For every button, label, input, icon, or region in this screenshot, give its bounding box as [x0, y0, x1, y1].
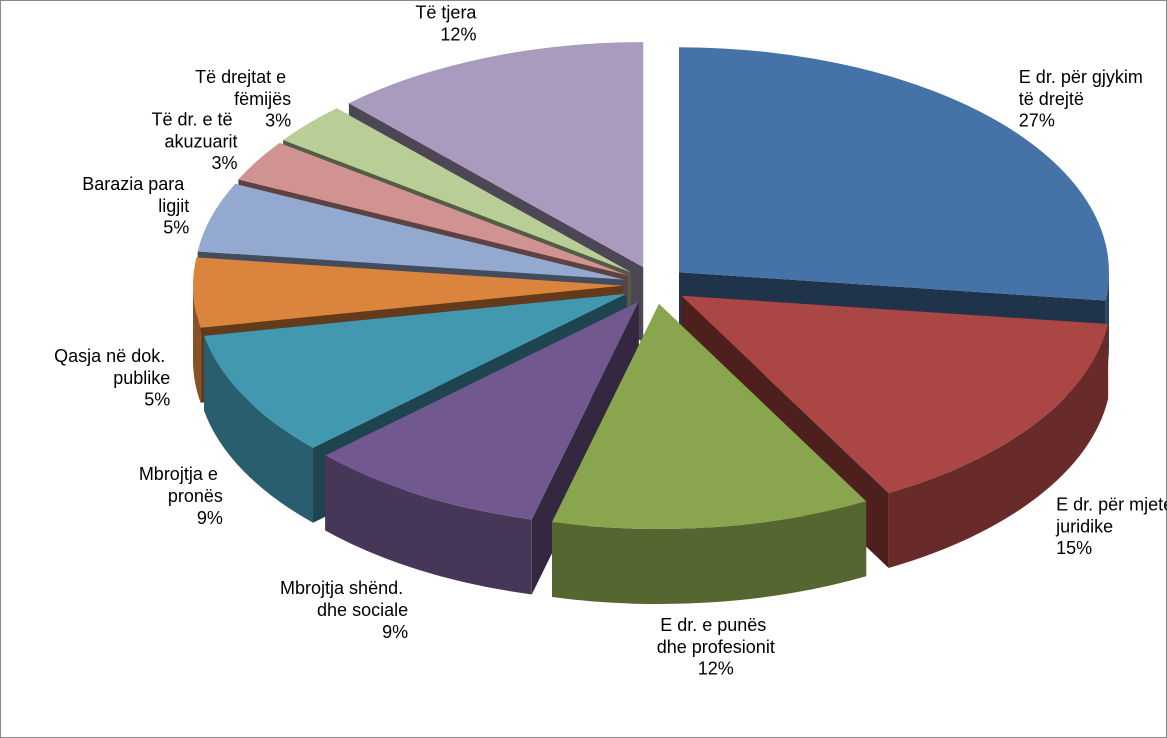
label-line: Barazia para: [82, 174, 189, 194]
slice-top: [204, 293, 627, 448]
slice-label: E dr. për gjykim të drejtë: [1019, 67, 1148, 109]
label-line: dhe sociale: [317, 600, 408, 620]
slice: [552, 304, 867, 605]
slice-label: Qasja në dok. publike: [54, 346, 170, 388]
slice-label: E dr. e punës dhe profesionit: [657, 615, 775, 657]
slice-top: [238, 142, 628, 276]
label-line: E dr. për gjykim: [1019, 67, 1148, 87]
label-line: Mbrojtja e: [139, 464, 223, 484]
slice-side: [204, 335, 314, 523]
slice-top: [348, 42, 644, 268]
value-label: 27%: [1019, 111, 1055, 131]
label-line: Qasja në dok.: [54, 346, 170, 366]
value-label: 5%: [163, 218, 189, 238]
label-line: Mbrojtja shënd.: [280, 578, 408, 598]
slice-side: [193, 285, 201, 403]
slice-label: Të drejtat e fëmijës: [195, 67, 291, 109]
label-line: juridike: [1055, 516, 1113, 536]
slice-label: E dr. për mjete juridike: [1055, 494, 1167, 536]
value-label: 5%: [144, 390, 170, 410]
slice-label: Të dr. e të akuzuarit: [151, 109, 237, 151]
slice-label: Të tjera: [415, 2, 477, 22]
label-line: pronës: [168, 486, 223, 506]
slice-label: Mbrojtja shënd. dhe sociale: [280, 578, 408, 620]
slice-top: [197, 183, 625, 280]
label-line: fëmijës: [234, 89, 291, 109]
slice-top: [325, 301, 639, 520]
label-line: publike: [113, 368, 170, 388]
slice-side: [325, 455, 532, 595]
value-label: 12%: [698, 659, 734, 679]
slice-top: [193, 257, 624, 328]
label-line: akuzuarit: [164, 131, 237, 151]
label-line: Të dr. e të: [151, 109, 237, 129]
label-line: E dr. për mjete: [1056, 494, 1167, 514]
label-line: ligjit: [158, 196, 189, 216]
label-line: E dr. e punës: [660, 615, 771, 635]
slice-top: [283, 108, 631, 273]
slice-side: [888, 323, 1109, 568]
slice-top: [552, 304, 867, 530]
label-line: të drejtë: [1019, 89, 1084, 109]
value-label: 12%: [440, 24, 476, 44]
value-label: 3%: [265, 111, 291, 131]
value-label: 9%: [382, 622, 408, 642]
slice-label: Mbrojtja e pronës: [139, 464, 223, 506]
label-line: Të drejtat e: [195, 67, 291, 87]
slice: [325, 301, 639, 595]
slice-label: Barazia para ligjit: [82, 174, 189, 216]
slice-side: [552, 501, 867, 605]
label-line: Të tjera: [415, 2, 477, 22]
slice-top: [679, 47, 1110, 301]
slice-top: [681, 295, 1109, 493]
value-label: 3%: [212, 153, 238, 173]
value-label: 9%: [197, 508, 223, 528]
value-label: 15%: [1056, 538, 1092, 558]
label-line: dhe profesionit: [657, 637, 775, 657]
